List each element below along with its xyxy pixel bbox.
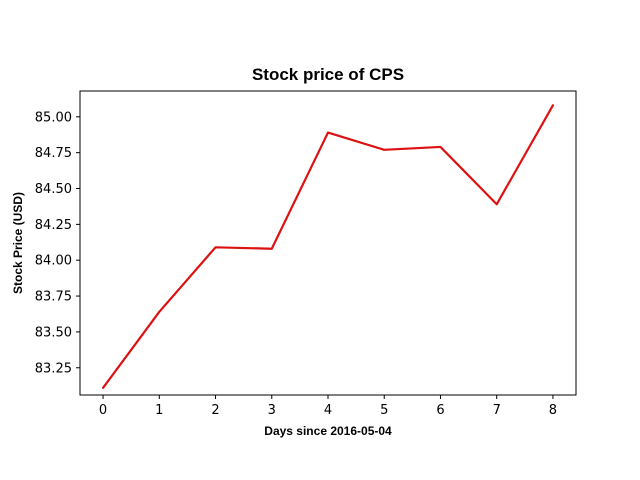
y-tick-label: 85.00 <box>35 110 72 125</box>
y-tick-label: 84.50 <box>35 182 72 197</box>
chart-title: Stock price of CPS <box>252 65 404 84</box>
y-tick-label: 83.25 <box>35 361 72 376</box>
x-tick-label: 3 <box>268 403 276 418</box>
y-tick-label: 84.25 <box>35 218 72 233</box>
x-axis-label: Days since 2016-05-04 <box>264 424 392 438</box>
x-tick-label: 8 <box>549 403 557 418</box>
y-tick-label: 84.75 <box>35 146 72 161</box>
y-tick-label: 84.00 <box>35 254 72 269</box>
data-point <box>496 203 498 205</box>
x-tick-label: 4 <box>324 403 332 418</box>
y-tick-label: 83.75 <box>35 290 72 305</box>
data-point <box>383 149 385 151</box>
data-point <box>158 311 160 313</box>
plot-area-frame <box>79 90 577 396</box>
x-tick-label: 7 <box>493 403 501 418</box>
axis-ticks: 0 1 2 3 4 5 6 7 8 83.25 83.50 83.75 84.00 84.25 84.50 8… <box>35 110 557 418</box>
x-tick-label: 2 <box>211 403 219 418</box>
x-tick-label: 5 <box>380 403 388 418</box>
data-point <box>102 387 104 389</box>
y-tick-label: 83.50 <box>35 325 72 340</box>
series-line <box>101 104 555 389</box>
data-point <box>552 104 554 106</box>
y-axis-label: Stock Price (USD) <box>11 192 25 294</box>
x-tick-label: 6 <box>436 403 444 418</box>
x-tick-label: 0 <box>99 403 107 418</box>
data-point <box>439 146 441 148</box>
data-point <box>271 248 273 250</box>
series-layer <box>101 104 555 389</box>
data-point <box>215 246 217 248</box>
data-point <box>327 132 329 134</box>
x-tick-label: 1 <box>155 403 163 418</box>
